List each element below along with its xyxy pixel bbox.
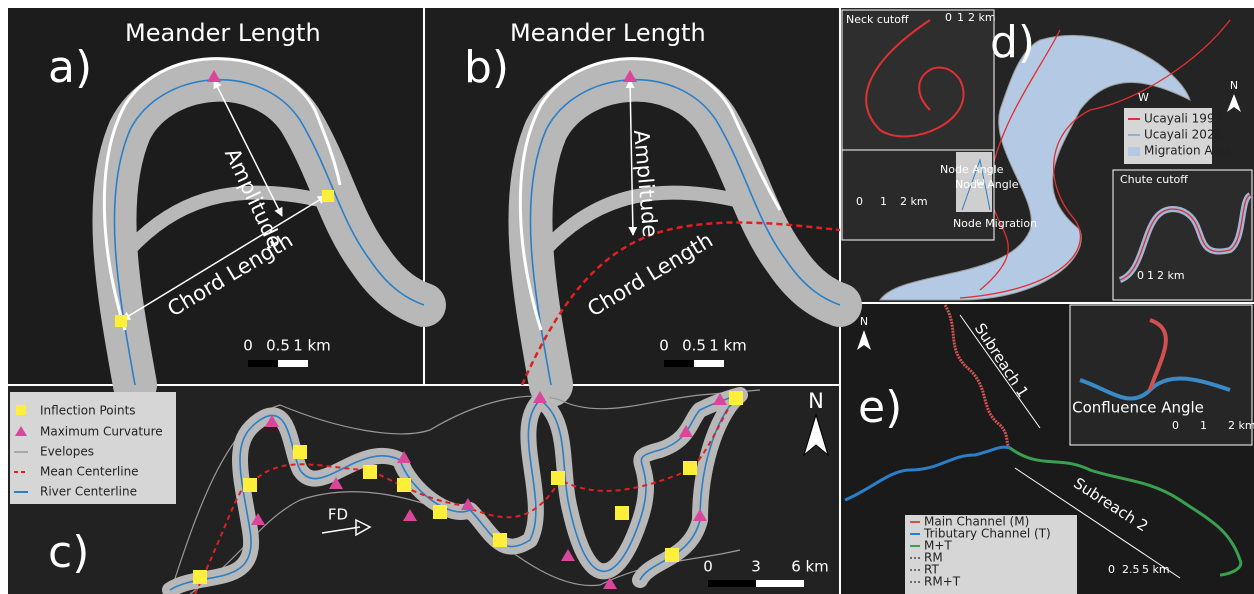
node-migration: Node Migration — [953, 217, 1037, 230]
north-label: N — [808, 389, 824, 413]
panel-label: b) — [464, 42, 509, 93]
figure: a) Meander Length Amplitude Chord Length… — [0, 0, 1254, 594]
scale-label: 0 — [1108, 563, 1115, 576]
inflection-point — [397, 478, 411, 492]
omega: ω — [976, 175, 985, 188]
scale-label: 2 km — [968, 11, 996, 24]
scale-label: 0.5 — [682, 337, 706, 355]
legend-label: Mean Centerline — [40, 465, 139, 479]
inflection-point — [243, 478, 257, 492]
scale-label: 2.5 — [1122, 563, 1140, 576]
legend-label: Maximum Curvature — [40, 425, 163, 439]
scale-label: 0 — [659, 337, 669, 355]
inflection-point — [493, 533, 507, 547]
scale-label: 1 — [1147, 269, 1154, 282]
legend-c: Inflection Points Maximum Curvature Evel… — [10, 392, 176, 504]
inflection-point — [193, 570, 207, 584]
title: Meander Length — [510, 19, 706, 47]
legend-label: Evelopes — [40, 445, 94, 459]
scale-label: 2 km — [1228, 419, 1254, 432]
inflection-point — [293, 445, 307, 459]
scale-label: 1 km — [293, 337, 331, 355]
panel-label: a) — [48, 42, 92, 93]
scale-label: 2 km — [1157, 269, 1185, 282]
inflection-point — [363, 465, 377, 479]
width-label: W — [1138, 91, 1149, 104]
scale-label: 1 km — [709, 337, 747, 355]
legend-label: RM+T — [924, 575, 961, 589]
inflection-point — [683, 461, 697, 475]
inflection-point — [615, 506, 629, 520]
scale-label: 0 — [945, 11, 952, 24]
north-label: N — [1230, 79, 1238, 92]
panel-label: e) — [858, 382, 902, 433]
legend-label: Ucayali 1997 — [1144, 112, 1222, 126]
scale-label: 2 km — [900, 195, 928, 208]
scale-label: 0 — [1172, 419, 1179, 432]
scale-label: 0 — [1137, 269, 1144, 282]
confluence-angle: Confluence Angle — [1072, 399, 1204, 417]
scale-label: 0 — [856, 195, 863, 208]
north-label: N — [860, 315, 868, 328]
scale-label: 3 — [751, 558, 761, 576]
legend-label: Ucayali 2020 — [1144, 128, 1222, 142]
scale-label: 1 — [957, 11, 964, 24]
legend-label: Migration Area — [1144, 144, 1232, 158]
flow-label: FD — [328, 506, 348, 524]
scale-label: 1 — [1200, 419, 1207, 432]
legend-label: River Centerline — [40, 485, 137, 499]
legend-d: Ucayali 1997 Ucayali 2020 Migration Area — [1124, 108, 1232, 164]
scale-label: 5 km — [1142, 563, 1170, 576]
scale-label: 0 — [243, 337, 253, 355]
node-angle: Node Angle — [955, 178, 1019, 191]
title: Meander Length — [125, 19, 321, 47]
legend-label: Inflection Points — [40, 404, 136, 418]
scale-label: 6 km — [791, 558, 829, 576]
node-angle: Node Angle — [940, 163, 1004, 176]
scale-label: 0 — [703, 558, 713, 576]
inflection-point — [551, 471, 565, 485]
inflection-point — [665, 548, 679, 562]
inflection-point — [433, 505, 447, 519]
inset-title: Neck cutoff — [846, 13, 909, 26]
panel-label: c) — [48, 527, 89, 578]
inset-title: Chute cutoff — [1120, 173, 1188, 186]
scale-label: 1 — [880, 195, 887, 208]
scale-label: 0.5 — [266, 337, 290, 355]
panel-label: d) — [990, 17, 1035, 68]
inflection-point — [729, 391, 743, 405]
